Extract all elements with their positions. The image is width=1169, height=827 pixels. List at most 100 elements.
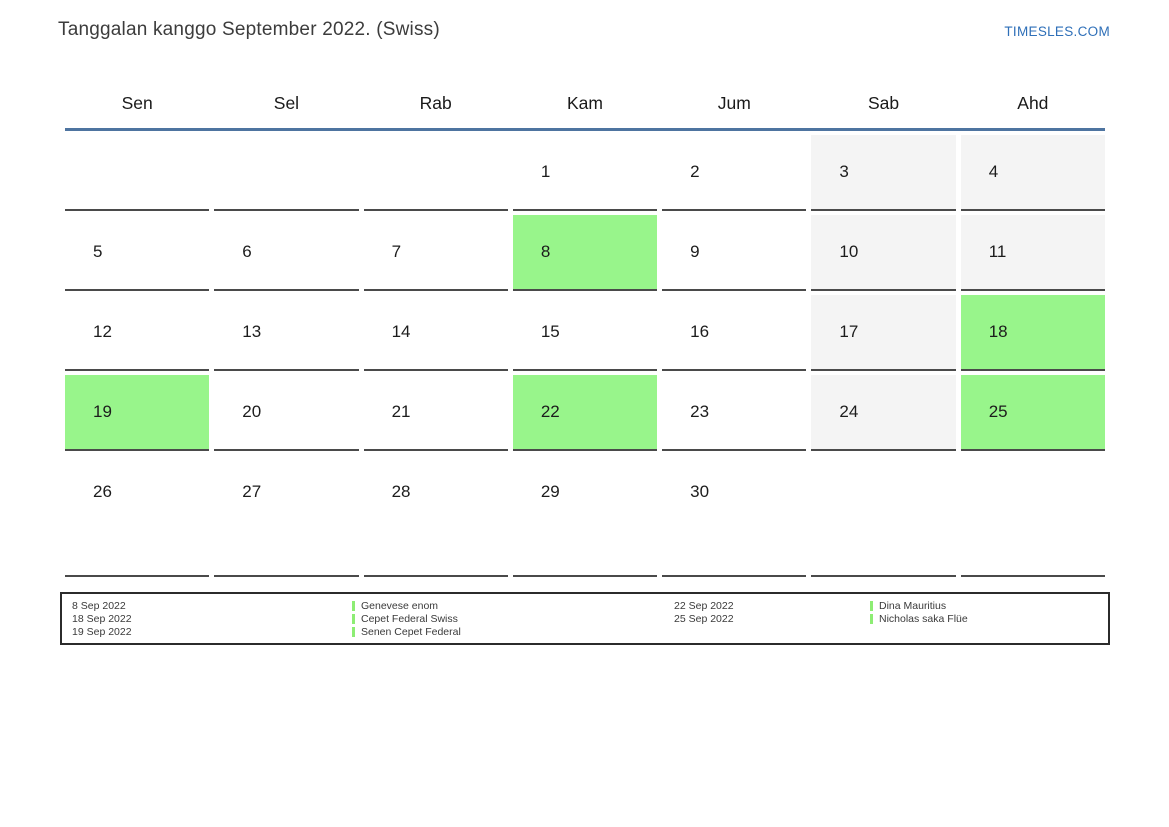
day-number: 19	[93, 402, 112, 421]
day-cell-10: 10	[811, 215, 956, 291]
event-marker-icon	[870, 601, 873, 612]
day-number: 16	[690, 322, 710, 341]
legend-events-column: Genevese enom Cepet Federal Swiss Senen Ce…	[352, 600, 461, 638]
legend-dates-column: 8 Sep 2022 18 Sep 2022 19 Sep 2022	[72, 600, 132, 638]
day-number: 1	[540, 162, 551, 181]
legend-date: 19 Sep 2022	[72, 625, 132, 638]
day-cell-13: 13	[214, 295, 359, 371]
day-number: 13	[242, 322, 262, 341]
event-marker-icon	[870, 614, 873, 625]
day-cell-4: 4	[960, 135, 1105, 211]
day-number: 5	[93, 242, 103, 261]
day-number: 17	[839, 322, 859, 341]
event-marker-icon	[352, 626, 355, 637]
day-number: 26	[93, 482, 112, 501]
weekday-header-sel: Sel	[273, 92, 300, 113]
week-row: 26 27 28 29 30	[65, 451, 1105, 577]
legend-date: 18 Sep 2022	[72, 612, 132, 625]
legend-event: Cepet Federal Swiss	[352, 613, 461, 626]
day-number: 15	[540, 322, 560, 341]
day-cell-5: 5	[65, 215, 210, 291]
day-number: 3	[839, 162, 849, 181]
day-cell-17: 17	[811, 295, 956, 371]
day-number: 22	[540, 402, 560, 421]
event-label: Dina Mauritius	[879, 600, 947, 612]
weekday-header-jum: Jum	[717, 92, 751, 113]
legend-event: Senen Cepet Federal	[352, 626, 461, 639]
legend-events-column: Dina Mauritius Nicholas saka Flüe	[870, 600, 968, 626]
day-cell-3: 3	[811, 135, 956, 211]
event-label: Genevese enom	[361, 600, 439, 612]
page-title: Tanggalan kanggo September 2022. (Swiss)	[58, 19, 440, 40]
weekday-header-rab: Rab	[419, 92, 452, 113]
legend-event: Nicholas saka Flüe	[870, 613, 968, 626]
day-number: 18	[988, 322, 1008, 341]
day-cell-15: 15	[512, 295, 658, 371]
weekday-header-sen: Sen	[121, 92, 153, 113]
day-cell-23: 23	[662, 375, 807, 451]
weekday-header-kam: Kam	[567, 92, 603, 113]
week-row: 1 2 3 4	[65, 131, 1105, 211]
day-cell-28: 28	[363, 455, 508, 577]
legend-event: Dina Mauritius	[870, 600, 968, 613]
day-number: 10	[839, 242, 859, 261]
day-number: 21	[391, 402, 411, 421]
calendar: Sen Sel Rab Kam Jum Sab Ahd 1 2 3 4 5 6 7 8 9 10 11 12 13 1…	[65, 78, 1105, 577]
event-label: Cepet Federal Swiss	[361, 612, 458, 625]
event-label: Nicholas saka Flüe	[879, 612, 968, 625]
week-row: 12 13 14 15 16 17 18	[65, 291, 1105, 371]
day-cell-24: 24	[811, 375, 956, 451]
day-number: 23	[690, 402, 710, 421]
day-cell-14: 14	[363, 295, 508, 371]
event-marker-icon	[352, 614, 355, 625]
day-cell-12: 12	[65, 295, 210, 371]
day-cell-9: 9	[662, 215, 807, 291]
day-number: 28	[391, 482, 411, 501]
day-number: 2	[690, 162, 700, 181]
week-row: 5 6 7 8 9 10 11	[65, 211, 1105, 291]
day-number: 27	[242, 482, 262, 501]
weekday-header-sab: Sab	[867, 92, 900, 113]
empty-cell	[214, 135, 359, 211]
empty-cell	[363, 135, 508, 211]
day-number: 20	[242, 402, 262, 421]
day-number: 30	[690, 482, 710, 501]
day-cell-29: 29	[512, 455, 658, 577]
day-cell-18: 18	[960, 295, 1105, 371]
day-number: 11	[988, 242, 1007, 261]
weekday-header-row: Sen Sel Rab Kam Jum Sab Ahd	[65, 78, 1105, 131]
calendar-grid: 1 2 3 4 5 6 7 8 9 10 11 12 13 14 15 16 17 18 19 20 21 22 23 24 2…	[65, 131, 1105, 577]
day-cell-8: 8	[512, 215, 658, 291]
day-cell-16: 16	[662, 295, 807, 371]
day-cell-19: 19	[65, 375, 210, 451]
day-cell-7: 7	[363, 215, 508, 291]
day-number: 14	[391, 322, 411, 341]
legend-dates-column: 22 Sep 2022 25 Sep 2022	[674, 600, 734, 626]
day-cell-26: 26	[65, 455, 210, 577]
day-number: 7	[391, 242, 402, 261]
legend-date: 25 Sep 2022	[674, 612, 734, 625]
event-marker-icon	[352, 601, 355, 612]
day-cell-11: 11	[960, 215, 1105, 291]
empty-cell	[811, 455, 956, 577]
legend-box: 8 Sep 2022 18 Sep 2022 19 Sep 2022 Genevese…	[60, 592, 1110, 645]
day-number: 25	[988, 402, 1008, 421]
day-number: 6	[242, 242, 252, 261]
day-number: 24	[839, 402, 859, 421]
legend-event: Genevese enom	[352, 600, 461, 613]
empty-cell	[960, 455, 1105, 577]
weekday-header-ahd: Ahd	[1017, 92, 1049, 113]
day-cell-2: 2	[662, 135, 807, 211]
day-cell-6: 6	[214, 215, 359, 291]
day-number: 29	[540, 482, 560, 501]
week-row: 19 20 21 22 23 24 25	[65, 371, 1105, 451]
timesles-link[interactable]: TIMESLES.COM	[1004, 24, 1110, 39]
day-cell-22: 22	[512, 375, 658, 451]
empty-cell	[65, 135, 210, 211]
day-cell-21: 21	[363, 375, 508, 451]
legend-date: 22 Sep 2022	[674, 600, 734, 612]
day-cell-1: 1	[512, 135, 658, 211]
day-number: 8	[540, 242, 551, 261]
day-number: 4	[988, 162, 999, 181]
